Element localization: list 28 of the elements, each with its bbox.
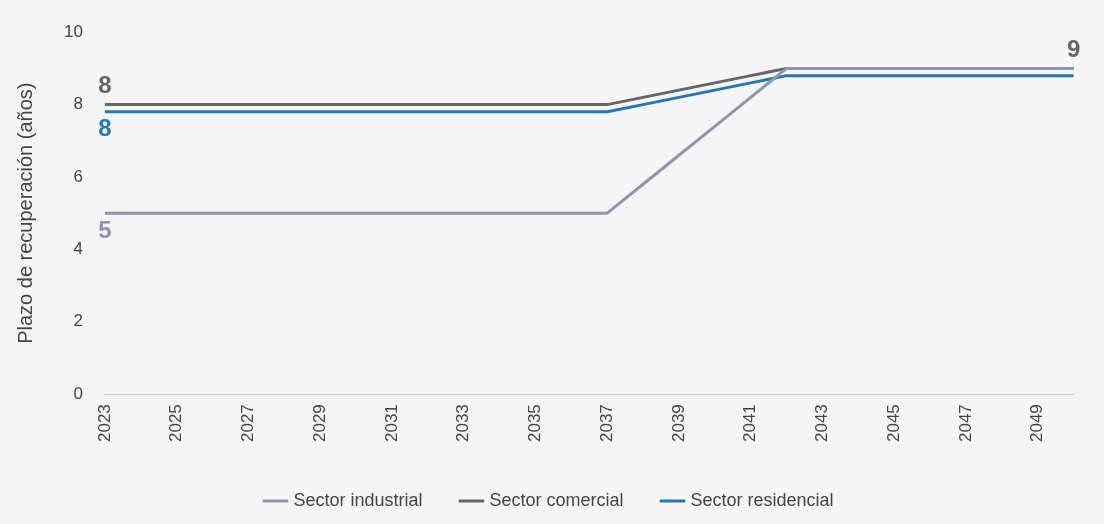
x-tick-label: 2033 [453, 404, 473, 443]
legend-label: Sector comercial [489, 489, 624, 510]
x-tick-label: 2035 [525, 404, 545, 443]
x-tick-label: 2037 [596, 404, 616, 443]
x-tick-label: 2049 [1027, 404, 1047, 443]
legend-label: Sector residencial [690, 489, 834, 510]
y-tick-label: 2 [73, 311, 83, 331]
x-tick-label: 2047 [955, 404, 975, 443]
y-tick-label: 4 [73, 239, 83, 259]
data-label: 5 [98, 215, 112, 243]
legend-label: Sector industrial [293, 489, 423, 510]
x-tick-label: 2031 [381, 404, 401, 443]
x-tick-label: 2039 [668, 404, 688, 443]
x-tick-label: 2023 [94, 404, 114, 443]
x-tick-label: 2029 [309, 404, 329, 443]
y-tick-label: 0 [73, 383, 83, 403]
y-axis-title: Plazo de recuperación (años) [13, 82, 36, 344]
y-tick-label: 10 [63, 21, 83, 41]
x-tick-label: 2043 [812, 404, 832, 443]
y-tick-label: 8 [73, 94, 83, 114]
x-tick-label: 2027 [238, 404, 258, 443]
y-tick-label: 6 [73, 166, 83, 186]
data-label: 8 [98, 114, 112, 142]
x-tick-label: 2025 [166, 404, 186, 443]
x-tick-label: 2045 [883, 404, 903, 443]
data-label: 9 [1066, 35, 1081, 63]
x-tick-label: 2041 [740, 404, 760, 443]
data-label: 8 [98, 71, 112, 99]
